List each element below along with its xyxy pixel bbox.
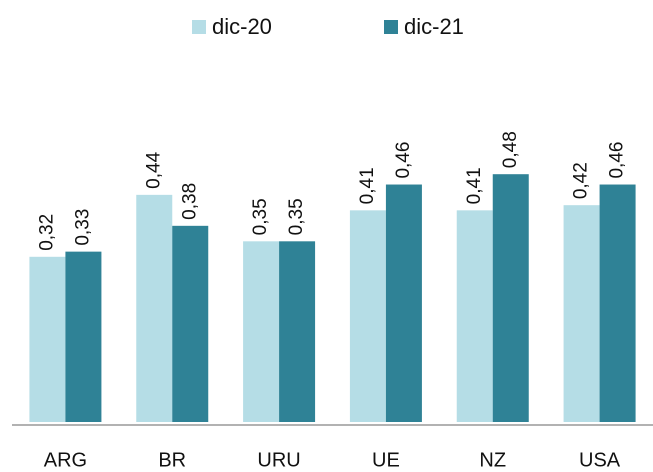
value-label: 0,44 [143,151,164,188]
value-label: 0,41 [357,167,378,204]
bar [243,241,280,422]
value-label: 0,46 [607,142,628,179]
bar [599,184,636,422]
bar [563,205,600,422]
value-label: 0,42 [571,162,592,199]
value-label: 0,35 [250,198,271,235]
x-tick-label: USA [579,449,621,471]
value-label: 0,35 [286,198,307,235]
bar [136,194,173,422]
bar [29,256,66,422]
x-tick-label: UE [372,449,400,471]
legend-label: dic-21 [404,14,464,39]
bar [279,241,316,422]
value-label: 0,46 [393,142,414,179]
x-tick-label: NZ [479,449,506,471]
legend-swatch [192,20,206,34]
bar [65,251,102,422]
value-label: 0,38 [179,183,200,220]
legend-label: dic-20 [212,14,272,39]
value-label: 0,32 [36,214,57,251]
bar [492,174,529,422]
value-label: 0,41 [464,167,485,204]
bar [349,210,386,422]
x-tick-label: ARG [44,449,87,471]
x-tick-label: BR [158,449,186,471]
value-label: 0,48 [500,131,521,168]
legend-swatch [384,20,398,34]
x-tick-label: URU [257,449,300,471]
value-label: 0,33 [72,209,93,246]
bar [456,210,493,422]
bar [172,225,209,422]
bar [385,184,422,422]
